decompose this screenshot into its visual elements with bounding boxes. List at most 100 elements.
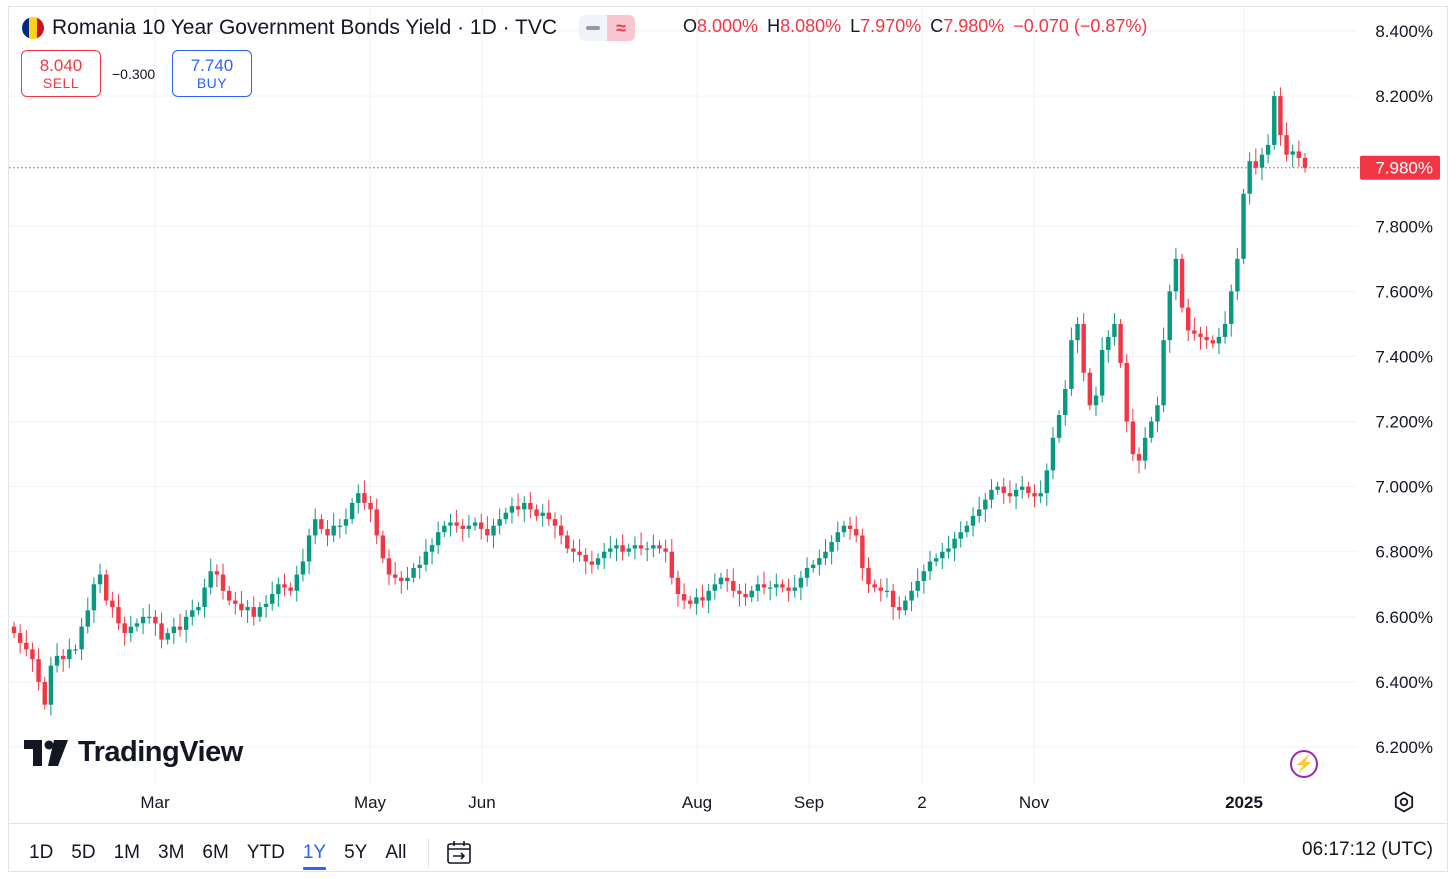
candle-body <box>976 509 982 516</box>
candle-body <box>1185 307 1191 331</box>
candle-body <box>300 561 306 575</box>
candle-body <box>42 681 47 705</box>
candle-body <box>841 525 847 533</box>
y-tick-label: 6.200% <box>1375 738 1433 757</box>
candle-body <box>983 499 988 510</box>
y-tick-label: 8.400% <box>1375 22 1433 41</box>
buy-button[interactable]: 7.740 BUY <box>172 50 252 97</box>
candle-body <box>847 525 853 529</box>
candle-body <box>220 574 226 591</box>
candle-body <box>1069 340 1074 389</box>
lightning-icon[interactable]: ⚡ <box>1290 750 1318 778</box>
range-5y[interactable]: 5Y <box>344 842 368 863</box>
range-1m[interactable]: 1M <box>113 842 140 863</box>
candle-body <box>497 519 502 526</box>
candle-body <box>915 581 920 591</box>
candle-body <box>798 577 804 588</box>
tradingview-mark-icon <box>24 739 68 766</box>
candle-body <box>767 587 773 589</box>
range-all[interactable]: All <box>385 842 407 863</box>
y-tick-label: 8.200% <box>1375 87 1433 106</box>
candle-body <box>860 535 865 568</box>
candle-body <box>626 548 631 552</box>
candle-body <box>226 590 232 601</box>
candle-body <box>1149 421 1154 438</box>
candle-body <box>712 584 718 591</box>
x-tick-label: May <box>354 793 387 812</box>
candle-body <box>503 512 509 520</box>
range-selector: 1D 5D 1M 3M 6M YTD 1Y 5Y All <box>29 838 473 870</box>
candle-body <box>731 581 736 591</box>
low-value: 7.970% <box>860 16 922 36</box>
utc-clock[interactable]: 06:17:12 (UTC) <box>1302 839 1433 860</box>
tradingview-wordmark: TradingView <box>78 736 243 768</box>
candle-body <box>435 532 441 546</box>
candle-body <box>313 519 318 536</box>
chart-grid: 8.400% 8.200% 7.800% 7.600% 7.400% 7.200% 7.00… <box>9 8 1433 812</box>
market-status-pill[interactable]: ≈ <box>579 15 636 41</box>
candle-body <box>1124 362 1129 422</box>
candle-body <box>417 564 422 568</box>
candle-body <box>85 610 90 627</box>
candle-body <box>1278 96 1283 136</box>
range-1y[interactable]: 1Y <box>302 842 327 870</box>
x-tick-label: Nov <box>1019 793 1050 812</box>
candle-body <box>835 532 840 542</box>
candle-body <box>614 545 619 549</box>
candle-body <box>1013 489 1019 497</box>
candle-body <box>940 551 945 559</box>
candle-body <box>608 548 613 552</box>
candle-body <box>1272 96 1277 145</box>
candle-body <box>147 616 152 619</box>
range-3m[interactable]: 3M <box>158 842 185 863</box>
x-tick-label: Jun <box>468 793 495 812</box>
candle-body <box>91 584 97 611</box>
candle-body <box>171 626 177 634</box>
candle-body <box>718 577 724 585</box>
symbol-title[interactable]: Romania 10 Year Government Bonds Yield ·… <box>52 16 558 39</box>
range-1d[interactable]: 1D <box>29 842 54 863</box>
candle-body <box>1253 161 1259 168</box>
ohlc-legend: O 8.000% H 8.080% L 7.970% C 7.980% −0.070 (… <box>683 16 1147 37</box>
buy-price: 7.740 <box>190 55 234 75</box>
candle-body <box>700 597 705 601</box>
candle-body <box>282 584 287 588</box>
candle-body <box>1241 193 1246 259</box>
candle-body <box>1259 154 1265 168</box>
y-tick-label: 6.600% <box>1375 608 1433 627</box>
candle-body <box>694 597 699 604</box>
candle-body <box>448 522 453 526</box>
candle-body <box>73 649 78 651</box>
sell-button[interactable]: 8.040 SELL <box>21 50 101 97</box>
candle-body <box>239 603 244 611</box>
candle-body <box>288 587 293 591</box>
x-tick-label: Aug <box>682 793 712 812</box>
candle-body <box>866 568 871 585</box>
candle-body <box>491 525 496 536</box>
candle-body <box>952 538 957 549</box>
candle-body <box>263 603 269 608</box>
candle-body <box>442 525 447 533</box>
high-value: 8.080% <box>780 16 842 36</box>
range-5d[interactable]: 5D <box>71 842 96 863</box>
candle-body <box>251 607 256 617</box>
candle-body <box>356 493 361 503</box>
candle-body <box>11 626 17 634</box>
candle-body <box>306 535 312 562</box>
candle-body <box>651 545 656 549</box>
candle-body <box>515 506 521 510</box>
y-tick-label: 7.600% <box>1375 282 1433 301</box>
candle-body <box>24 642 29 650</box>
candle-body <box>921 571 927 582</box>
candle-body <box>675 577 681 595</box>
candle-body <box>620 545 625 552</box>
tradingview-logo: TradingView <box>24 736 243 769</box>
candle-body <box>122 623 127 634</box>
range-ytd[interactable]: YTD <box>246 842 285 863</box>
candle-body <box>257 607 263 617</box>
range-6m[interactable]: 6M <box>202 842 229 863</box>
settings-gear-icon[interactable] <box>1392 790 1416 814</box>
candle-body <box>423 551 429 565</box>
go-to-date-icon[interactable] <box>445 839 473 867</box>
